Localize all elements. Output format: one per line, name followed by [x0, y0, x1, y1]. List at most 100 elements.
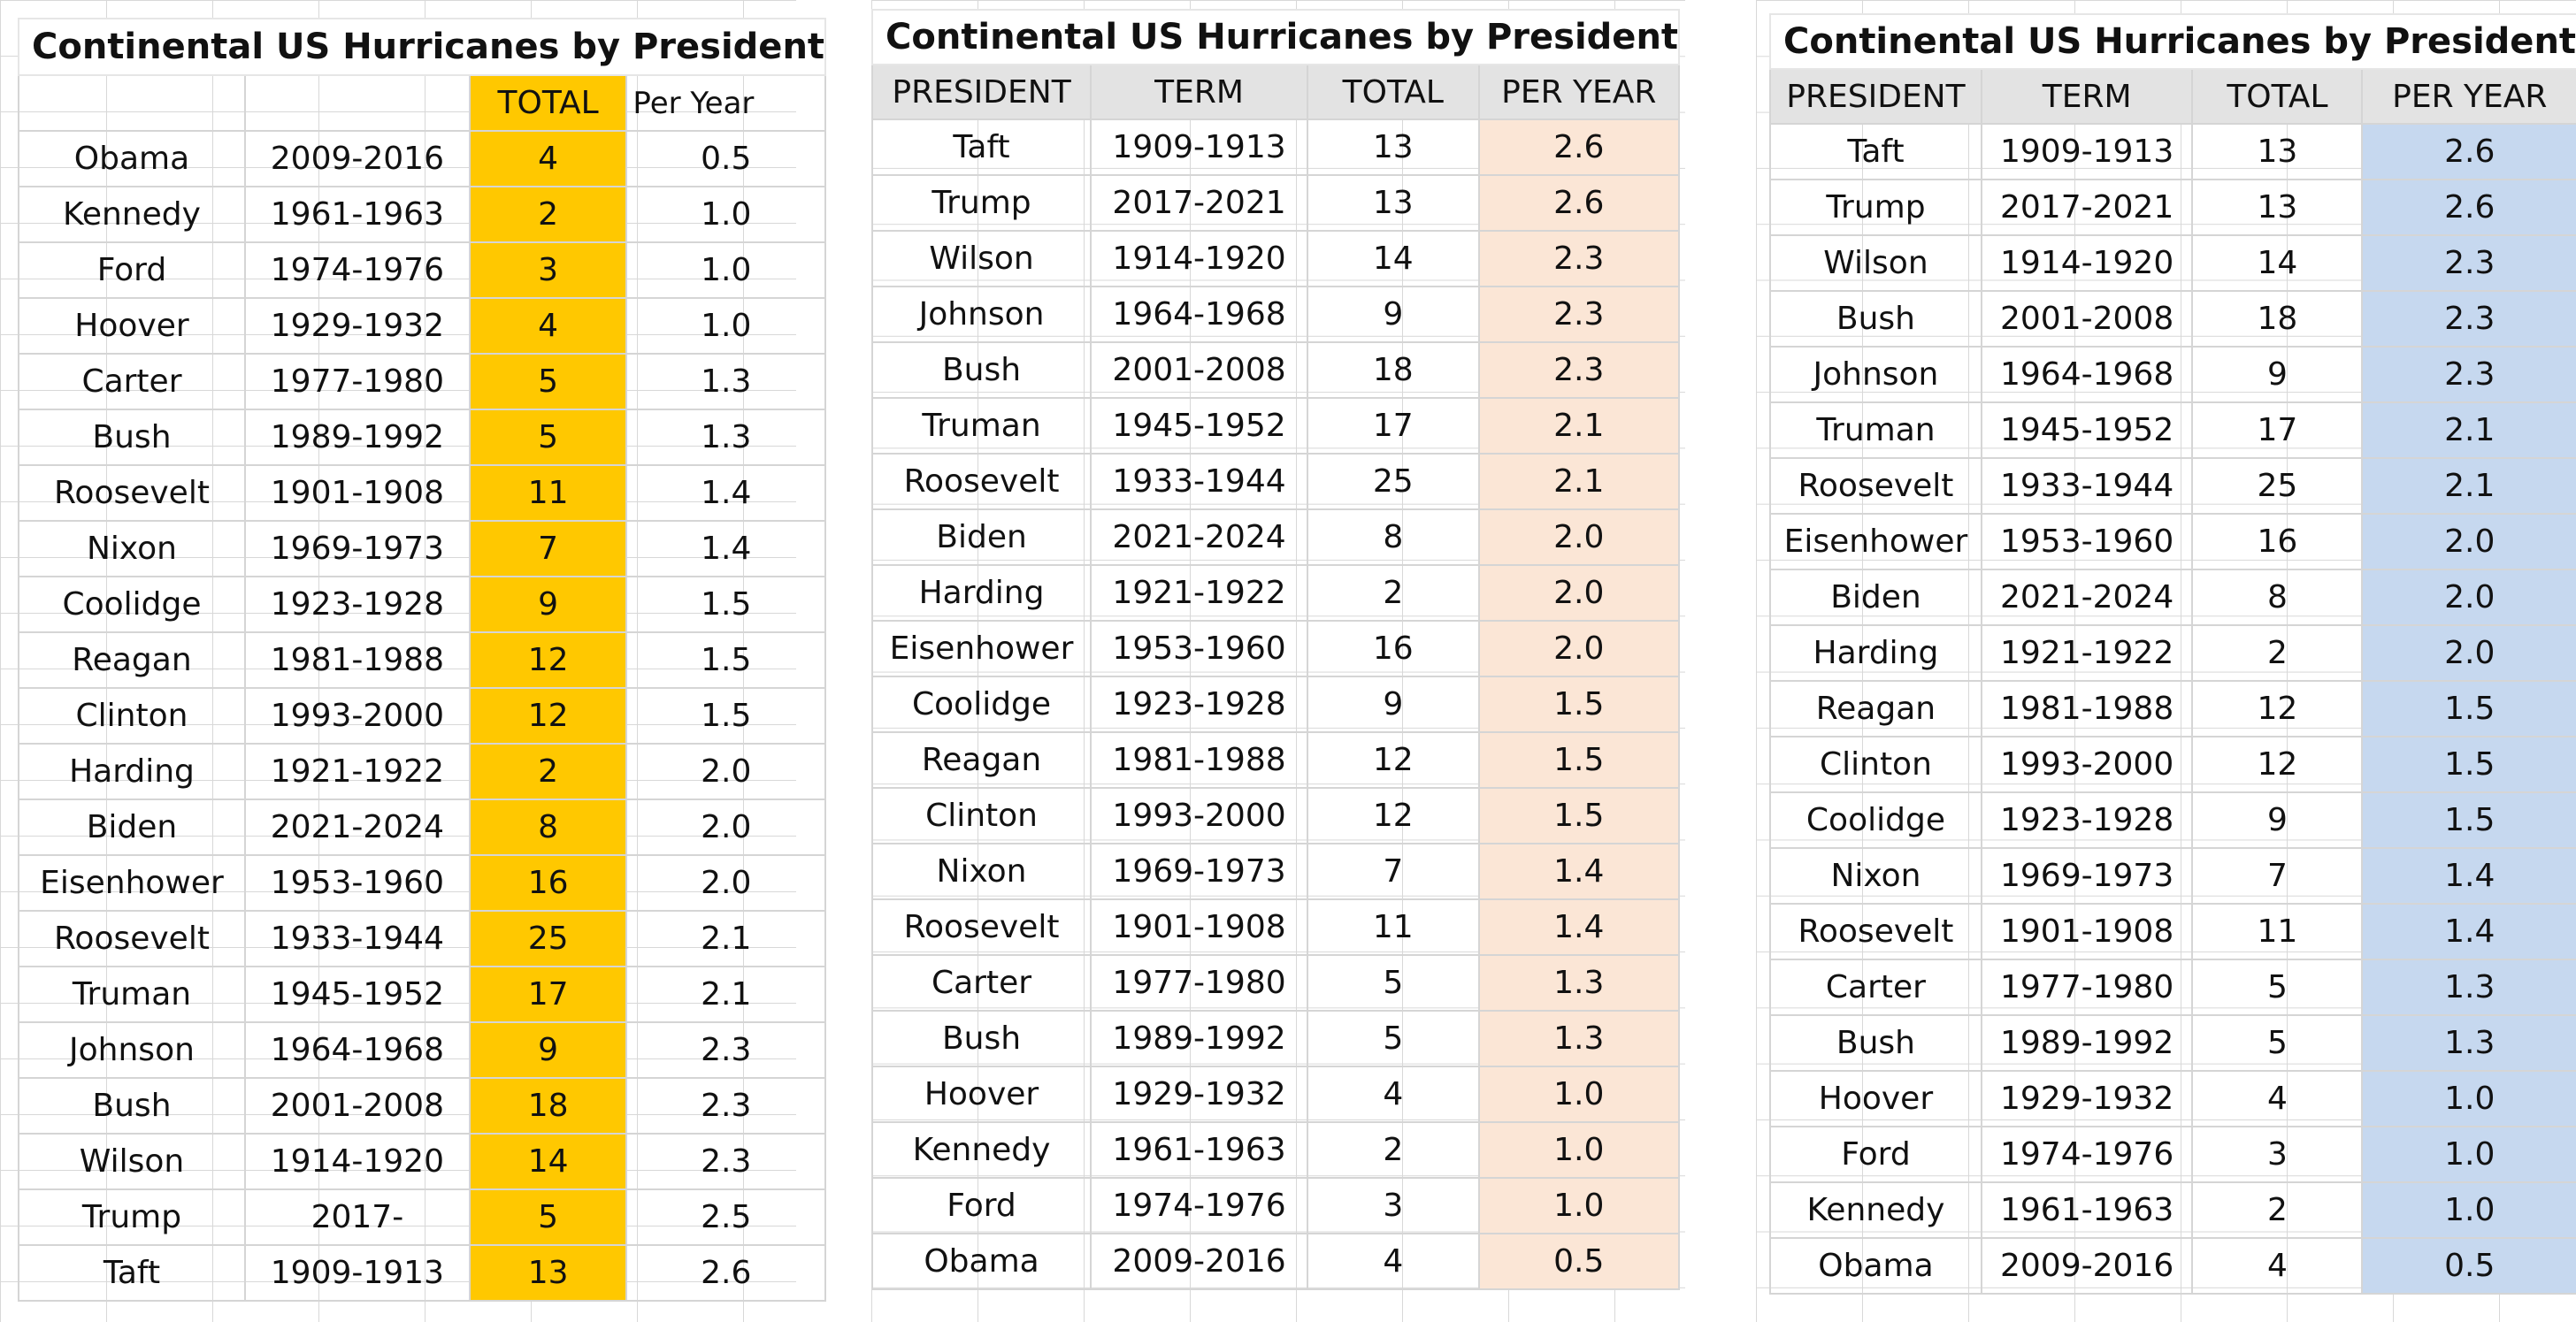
cell-per-year[interactable]: 2.3: [2361, 346, 2576, 403]
cell-term[interactable]: 1977-1980: [1090, 954, 1309, 1012]
header-cell-term[interactable]: TERM: [1980, 68, 2194, 125]
cell-total[interactable]: 18: [1307, 341, 1480, 399]
cell-per-year[interactable]: 1.5: [1477, 731, 1681, 789]
cell-total[interactable]: 12: [2191, 680, 2364, 737]
cell-per-year[interactable]: 0.5: [1477, 1233, 1681, 1290]
cell-per-year[interactable]: 2.6: [1477, 118, 1681, 176]
cell-president[interactable]: Harding: [18, 743, 246, 800]
cell-term[interactable]: 1933-1944: [1980, 457, 2194, 515]
cell-president[interactable]: Eisenhower: [1769, 513, 1982, 570]
cell-president[interactable]: Hoover: [1769, 1070, 1982, 1127]
cell-president[interactable]: Biden: [870, 508, 1092, 566]
cell-term[interactable]: 2001-2008: [243, 1077, 471, 1135]
cell-president[interactable]: Carter: [870, 954, 1092, 1012]
cell-total[interactable]: 5: [2191, 1014, 2364, 1072]
cell-term[interactable]: 1974-1976: [1090, 1177, 1309, 1234]
cell-term[interactable]: 1969-1973: [243, 520, 471, 577]
cell-president[interactable]: Roosevelt: [1769, 457, 1982, 515]
cell-term[interactable]: 1923-1928: [1980, 791, 2194, 849]
cell-per-year[interactable]: 2.0: [2361, 569, 2576, 626]
cell-term[interactable]: 1923-1928: [243, 576, 471, 633]
cell-total[interactable]: 17: [2191, 401, 2364, 459]
cell-per-year[interactable]: 2.1: [625, 966, 827, 1023]
cell-president[interactable]: Bush: [1769, 290, 1982, 348]
cell-per-year[interactable]: 1.3: [1477, 954, 1681, 1012]
cell-per-year[interactable]: 2.0: [625, 743, 827, 800]
cell-per-year[interactable]: 2.1: [1477, 397, 1681, 455]
cell-per-year[interactable]: 1.3: [625, 409, 827, 466]
cell-total[interactable]: 3: [1307, 1177, 1480, 1234]
cell-president[interactable]: Eisenhower: [18, 854, 246, 912]
header-cell-per-year[interactable]: Per Year: [625, 74, 827, 132]
cell-total[interactable]: 3: [2191, 1126, 2364, 1183]
cell-per-year[interactable]: 1.3: [2361, 1014, 2576, 1072]
cell-per-year[interactable]: 1.0: [1477, 1177, 1681, 1234]
cell-term[interactable]: 1969-1973: [1090, 843, 1309, 900]
cell-president[interactable]: Roosevelt: [870, 453, 1092, 510]
cell-term[interactable]: 1909-1913: [1980, 123, 2194, 180]
cell-total[interactable]: 13: [468, 1244, 628, 1302]
cell-term[interactable]: 1929-1932: [243, 297, 471, 355]
cell-per-year[interactable]: 1.5: [2361, 680, 2576, 737]
cell-total[interactable]: 9: [468, 1021, 628, 1079]
cell-term[interactable]: 1921-1922: [1090, 564, 1309, 622]
cell-president[interactable]: Nixon: [1769, 847, 1982, 905]
cell-total[interactable]: 12: [2191, 736, 2364, 793]
cell-total[interactable]: 9: [1307, 286, 1480, 343]
cell-president[interactable]: Ford: [870, 1177, 1092, 1234]
cell-president[interactable]: Clinton: [1769, 736, 1982, 793]
cell-per-year[interactable]: 2.0: [2361, 624, 2576, 682]
cell-president[interactable]: Carter: [18, 353, 246, 410]
cell-term[interactable]: 1981-1988: [243, 631, 471, 689]
cell-total[interactable]: 3: [468, 241, 628, 299]
cell-president[interactable]: Trump: [870, 174, 1092, 232]
cell-president[interactable]: Roosevelt: [18, 464, 246, 522]
cell-per-year[interactable]: 1.5: [1477, 676, 1681, 733]
cell-total[interactable]: 14: [468, 1133, 628, 1190]
cell-per-year[interactable]: 2.1: [2361, 401, 2576, 459]
cell-president[interactable]: Kennedy: [1769, 1181, 1982, 1239]
cell-per-year[interactable]: 1.0: [625, 241, 827, 299]
cell-term[interactable]: 1964-1968: [1980, 346, 2194, 403]
cell-per-year[interactable]: 1.5: [625, 576, 827, 633]
cell-per-year[interactable]: 1.5: [625, 687, 827, 745]
cell-per-year[interactable]: 1.0: [625, 297, 827, 355]
cell-president[interactable]: Bush: [870, 341, 1092, 399]
cell-term[interactable]: 1923-1928: [1090, 676, 1309, 733]
cell-per-year[interactable]: 1.3: [1477, 1010, 1681, 1067]
cell-total[interactable]: 4: [2191, 1070, 2364, 1127]
cell-total[interactable]: 2: [1307, 1121, 1480, 1179]
cell-president[interactable]: Reagan: [1769, 680, 1982, 737]
cell-president[interactable]: Obama: [870, 1233, 1092, 1290]
cell-total[interactable]: 25: [468, 910, 628, 967]
cell-total[interactable]: 14: [2191, 234, 2364, 292]
cell-per-year[interactable]: 2.0: [1477, 620, 1681, 677]
cell-president[interactable]: Roosevelt: [18, 910, 246, 967]
cell-president[interactable]: Reagan: [18, 631, 246, 689]
cell-term[interactable]: 1953-1960: [243, 854, 471, 912]
cell-term[interactable]: 1964-1968: [243, 1021, 471, 1079]
cell-per-year[interactable]: 2.0: [625, 799, 827, 856]
cell-term[interactable]: 2017-: [243, 1188, 471, 1246]
cell-total[interactable]: 4: [2191, 1237, 2364, 1295]
header-cell-president[interactable]: PRESIDENT: [870, 64, 1092, 120]
cell-term[interactable]: 1981-1988: [1980, 680, 2194, 737]
cell-per-year[interactable]: 2.3: [1477, 230, 1681, 287]
cell-per-year[interactable]: 1.0: [2361, 1070, 2576, 1127]
cell-president[interactable]: Truman: [870, 397, 1092, 455]
cell-per-year[interactable]: 1.4: [1477, 843, 1681, 900]
cell-president[interactable]: Trump: [1769, 179, 1982, 236]
cell-total[interactable]: 9: [1307, 676, 1480, 733]
cell-president[interactable]: Kennedy: [870, 1121, 1092, 1179]
cell-total[interactable]: 5: [468, 353, 628, 410]
cell-term[interactable]: 1961-1963: [1090, 1121, 1309, 1179]
cell-president[interactable]: Carter: [1769, 959, 1982, 1016]
cell-per-year[interactable]: 1.4: [625, 464, 827, 522]
cell-total[interactable]: 4: [468, 130, 628, 187]
cell-per-year[interactable]: 1.4: [2361, 847, 2576, 905]
cell-term[interactable]: 1929-1932: [1090, 1066, 1309, 1123]
cell-total[interactable]: 9: [468, 576, 628, 633]
cell-president[interactable]: Eisenhower: [870, 620, 1092, 677]
cell-total[interactable]: 2: [468, 743, 628, 800]
cell-term[interactable]: 1989-1992: [243, 409, 471, 466]
